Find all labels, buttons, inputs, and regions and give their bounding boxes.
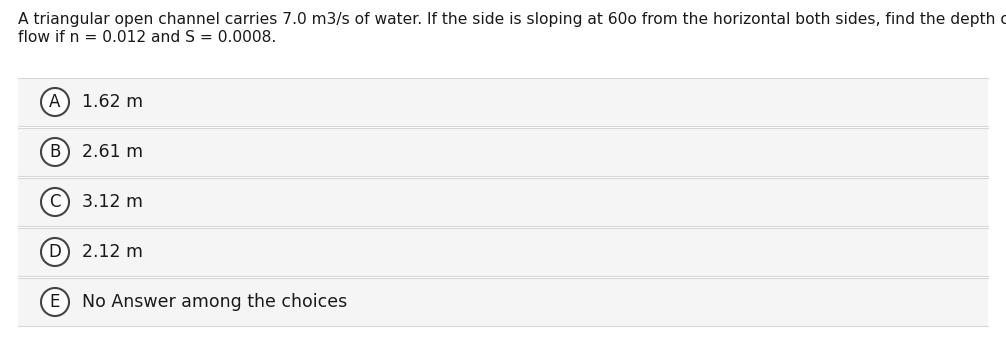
Text: A: A: [49, 93, 60, 111]
Text: 2.12 m: 2.12 m: [82, 243, 143, 261]
Ellipse shape: [41, 88, 69, 116]
FancyBboxPatch shape: [18, 78, 988, 126]
Ellipse shape: [41, 238, 69, 266]
Ellipse shape: [41, 188, 69, 216]
Text: 2.61 m: 2.61 m: [82, 143, 143, 161]
Text: A triangular open channel carries 7.0 m3/s of water. If the side is sloping at 6: A triangular open channel carries 7.0 m3…: [18, 12, 1006, 27]
Text: flow if n = 0.012 and S = 0.0008.: flow if n = 0.012 and S = 0.0008.: [18, 30, 277, 45]
Text: E: E: [50, 293, 60, 311]
Ellipse shape: [41, 138, 69, 166]
FancyBboxPatch shape: [18, 178, 988, 226]
Text: C: C: [49, 193, 60, 211]
Text: B: B: [49, 143, 60, 161]
FancyBboxPatch shape: [18, 128, 988, 176]
FancyBboxPatch shape: [18, 228, 988, 276]
FancyBboxPatch shape: [18, 278, 988, 326]
Text: 1.62 m: 1.62 m: [82, 93, 143, 111]
Text: D: D: [48, 243, 61, 261]
Ellipse shape: [41, 288, 69, 316]
Text: 3.12 m: 3.12 m: [82, 193, 143, 211]
Text: No Answer among the choices: No Answer among the choices: [82, 293, 347, 311]
